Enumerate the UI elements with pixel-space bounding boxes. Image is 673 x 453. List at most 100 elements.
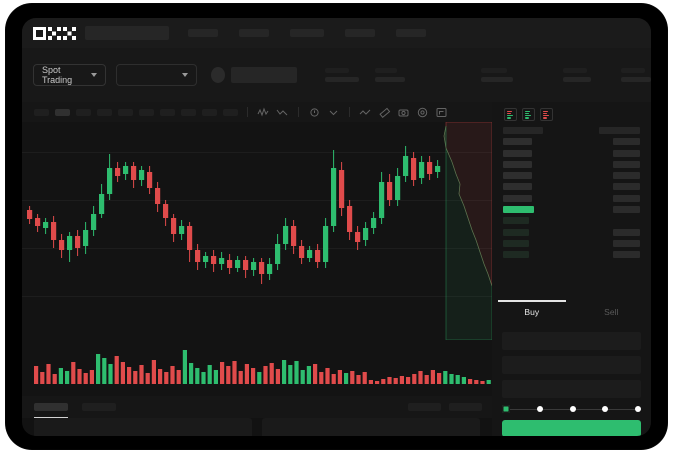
orderbook-mode-both[interactable] [504, 108, 517, 121]
orderbook-row[interactable] [492, 251, 651, 259]
orderbook-mode-buttons [492, 102, 651, 121]
orderbook-size [613, 149, 640, 157]
timeframe-button-4[interactable] [97, 108, 112, 116]
ticker-stat-turnover [621, 68, 651, 82]
orderbook-row[interactable] [492, 194, 651, 202]
stat-value [375, 77, 405, 82]
ticker-stat-volume [563, 68, 591, 82]
coin-avatar [210, 67, 225, 83]
orderbook-mode-bids[interactable] [522, 108, 535, 121]
timeframe-button-7[interactable] [160, 108, 175, 116]
spot-trading-selector[interactable]: Spot Trading [33, 64, 106, 86]
orderbook-row[interactable] [492, 149, 651, 157]
slider-node-3[interactable] [602, 406, 609, 412]
orderbook-price [503, 206, 534, 214]
timeframe-button-1[interactable] [34, 108, 49, 116]
orderbook-mode-asks[interactable] [540, 108, 553, 121]
slider-node-2[interactable] [569, 406, 576, 412]
timeframe-button-3[interactable] [76, 108, 91, 116]
orderbook-price [503, 251, 529, 259]
ticker-stat-change [325, 68, 359, 82]
orderbook-size [613, 172, 640, 180]
buy-sell-tabs: Buy Sell [492, 300, 651, 324]
orderbook-price [503, 172, 532, 180]
nav-item-trade[interactable] [239, 29, 269, 37]
timeframe-button-6[interactable] [139, 108, 154, 116]
fullscreen-icon[interactable] [435, 106, 448, 119]
timeframe-button-2[interactable] [55, 108, 70, 116]
orderbook-panel [492, 102, 651, 300]
slider-node-4[interactable] [635, 406, 641, 412]
tab-more[interactable] [449, 403, 482, 411]
toolbar-divider [298, 107, 299, 117]
stat-value [621, 77, 651, 82]
ticker-stat-low [481, 68, 513, 82]
price-field[interactable] [502, 356, 641, 374]
stat-label [481, 68, 507, 73]
orderbook-size [613, 239, 640, 247]
amount-field[interactable] [502, 380, 641, 398]
nav-item-earn[interactable] [345, 29, 375, 37]
timeframe-button-8[interactable] [181, 108, 196, 116]
timeframe-button-5[interactable] [118, 108, 133, 116]
tab-sell[interactable]: Sell [604, 307, 619, 317]
panel-right [262, 418, 480, 436]
orderbook-row[interactable] [492, 217, 651, 225]
orderbook-row[interactable] [492, 172, 651, 180]
orderbook-row[interactable] [492, 228, 651, 236]
orderbook-size [613, 183, 640, 191]
orderbook-price [503, 239, 529, 247]
stat-value [481, 77, 513, 82]
orderbook-row[interactable] [492, 160, 651, 168]
alert-icon[interactable] [308, 106, 321, 119]
device-frame: Spot Trading [6, 4, 667, 449]
logo-k-glyph [48, 26, 61, 40]
chevron-down-icon [90, 73, 97, 77]
compare-icon[interactable] [276, 106, 289, 119]
amount-slider[interactable] [502, 404, 641, 414]
line-chart-icon[interactable] [359, 106, 372, 119]
trading-pair-selector[interactable] [115, 64, 197, 86]
indicator-icon[interactable] [257, 106, 270, 119]
tab-buy[interactable]: Buy [492, 300, 572, 324]
gridline [22, 200, 492, 201]
settings-icon[interactable] [416, 106, 429, 119]
orderbook-row[interactable] [492, 239, 651, 247]
chevron-down-icon[interactable] [327, 106, 340, 119]
tab-order-history[interactable] [82, 403, 116, 411]
candlestick-chart[interactable] [22, 122, 492, 340]
submit-order-button[interactable] [502, 420, 641, 436]
market-header: Spot Trading [22, 48, 651, 102]
orderbook-size [613, 138, 640, 146]
stat-label [325, 68, 349, 73]
orderbook-row[interactable] [492, 138, 651, 146]
camera-icon[interactable] [397, 106, 410, 119]
orderbook-price [503, 149, 532, 157]
timeframe-button-10[interactable] [223, 108, 238, 116]
nav-item-more[interactable] [396, 29, 426, 37]
orderbook-price [503, 138, 532, 146]
timeframe-button-9[interactable] [202, 108, 217, 116]
ruler-icon[interactable] [378, 106, 391, 119]
nav-item-markets[interactable] [188, 29, 218, 37]
spot-trading-label: Spot Trading [42, 65, 73, 85]
stat-value [563, 77, 591, 82]
last-price [230, 67, 297, 83]
search-input[interactable] [85, 26, 169, 40]
order-type-field[interactable] [502, 332, 641, 350]
okx-logo[interactable] [33, 26, 76, 40]
tab-assets[interactable] [408, 403, 441, 411]
toolbar-divider [349, 107, 350, 117]
tab-open-orders[interactable] [34, 403, 68, 418]
panel-left [34, 418, 252, 436]
trade-panel: Buy Sell [492, 300, 651, 436]
orderbook-size [613, 194, 640, 202]
orderbook-size [613, 251, 640, 259]
nav-item-derivatives[interactable] [290, 29, 324, 37]
app-screen: Spot Trading [22, 18, 651, 436]
orderbook-row[interactable] [492, 206, 651, 214]
slider-node-0[interactable] [502, 405, 510, 413]
column-header-size [599, 127, 640, 134]
orderbook-row[interactable] [492, 183, 651, 191]
slider-node-1[interactable] [536, 406, 543, 412]
